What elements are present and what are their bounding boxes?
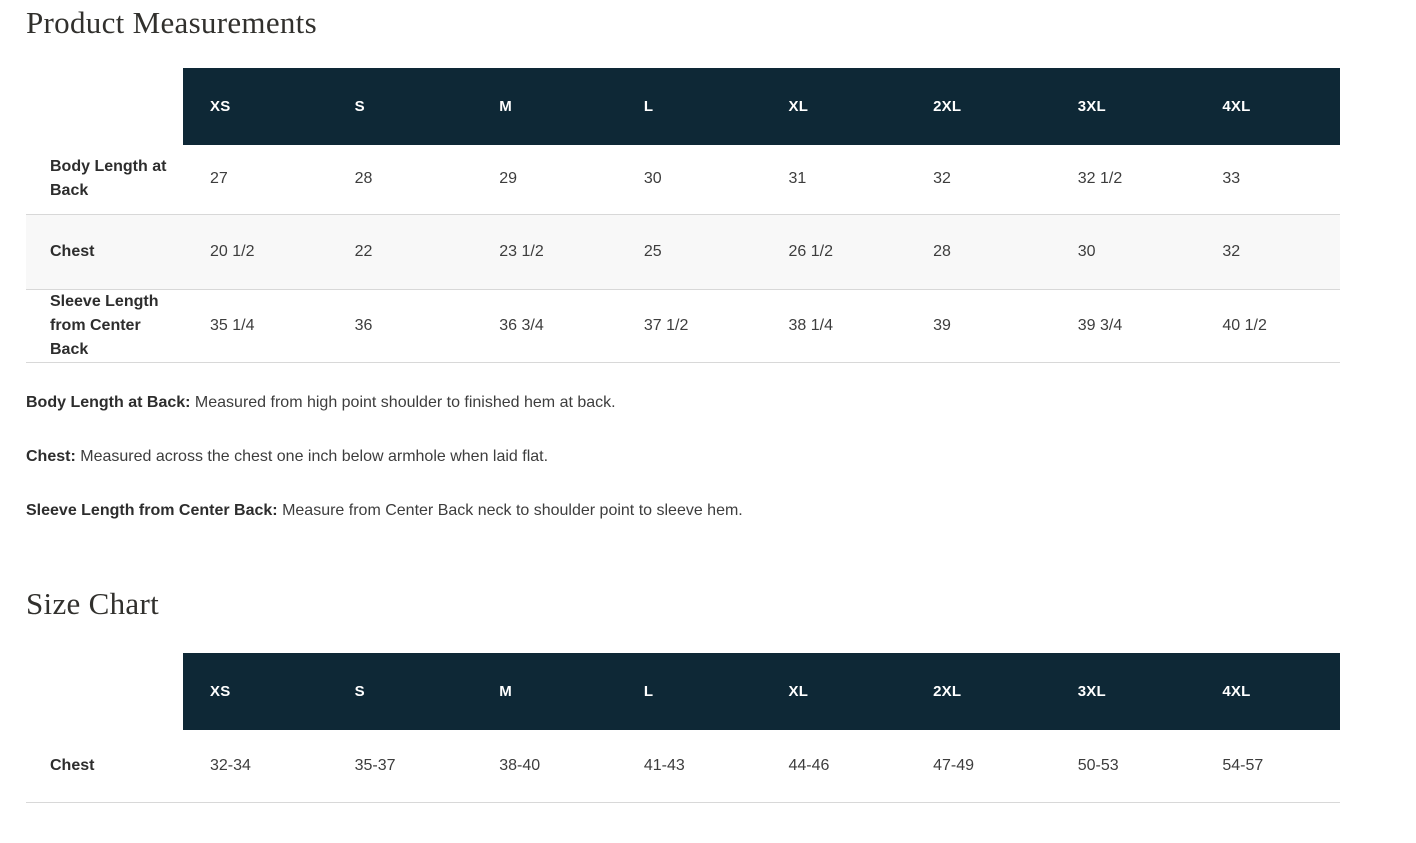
measurement-row: Sleeve Length from Center Back 35 1/4 36 36… — [26, 289, 1340, 362]
row-label: Body Length at Back — [50, 158, 167, 200]
header-spacer-cell — [26, 68, 183, 145]
measurement-value: 32 1/2 — [1077, 170, 1123, 188]
note-body-length-term: Body Length at Back: — [26, 393, 191, 411]
size-column-header: XL — [761, 652, 907, 730]
measurement-value: 40 1/2 — [1222, 316, 1267, 334]
row-label: Chest — [50, 756, 95, 774]
measurement-value: 50-53 — [1077, 756, 1119, 774]
size-chart-section: XS S M L XL 2XL 3XL 4XL Chest 32-34 35-37 38-40 41-4… — [26, 652, 1340, 804]
measurement-value: 26 1/2 — [788, 242, 833, 260]
size-column-header: M — [472, 652, 617, 730]
measurement-value: 37 1/2 — [643, 316, 689, 334]
size-column-header: S — [327, 68, 473, 145]
measurement-row: Body Length at Back 27 28 29 30 31 32 32 1/2 33 — [26, 145, 1340, 214]
measurement-value: 41-43 — [643, 756, 685, 774]
measurement-value: 36 — [354, 316, 373, 334]
note-chest: Chest: Measured across the chest one inc… — [26, 445, 1340, 469]
note-sleeve-length: Sleeve Length from Center Back: Measure … — [26, 499, 1340, 523]
note-body-length-definition: Measured from high point shoulder to fin… — [194, 393, 616, 411]
size-column-header: XL — [761, 68, 907, 145]
header-spacer-cell — [26, 653, 183, 730]
note-sleeve-length-definition: Measure from Center Back neck to shoulde… — [282, 501, 743, 519]
measurement-value: 38 1/4 — [788, 316, 833, 334]
size-column-header: M — [472, 68, 617, 145]
measurement-value: 33 — [1222, 170, 1241, 188]
measurement-value: 54-57 — [1222, 756, 1264, 774]
measurement-value: 23 1/2 — [499, 242, 544, 260]
measurement-value: 38-40 — [499, 756, 541, 774]
size-chart-table: XS S M L XL 2XL 3XL 4XL Chest 32-34 35-37 38-40 41-4… — [26, 652, 1340, 804]
size-header-row: XS S M L XL 2XL 3XL 4XL — [26, 652, 1340, 730]
measurement-value: 35-37 — [354, 756, 396, 774]
size-column-header: XS — [183, 652, 328, 730]
measurement-value: 36 3/4 — [499, 316, 544, 334]
product-measurements-table: XS S M L XL 2XL 3XL 4XL Body Length at Back 27 28 2… — [26, 68, 1340, 363]
measurement-value: 32-34 — [210, 756, 251, 774]
measurement-notes: Body Length at Back: Measured from high … — [26, 391, 1340, 523]
size-chart-title: Size Chart — [26, 585, 159, 621]
size-column-header: XS — [183, 68, 328, 145]
measurement-value: 39 3/4 — [1077, 316, 1123, 334]
measurement-value: 32 — [1222, 242, 1241, 260]
measurement-value: 20 1/2 — [210, 242, 255, 260]
measurement-value: 25 — [643, 242, 662, 260]
size-column-header: S — [327, 652, 473, 730]
row-label: Chest — [50, 242, 95, 260]
measurement-value: 27 — [210, 170, 228, 188]
measurement-row: Chest 20 1/2 22 23 1/2 25 26 1/2 28 30 32 — [26, 214, 1340, 289]
measurement-value: 28 — [354, 170, 373, 188]
measurement-value: 29 — [499, 170, 518, 188]
size-column-header: 3XL — [1050, 68, 1196, 145]
size-column-header: 2XL — [906, 68, 1051, 145]
size-column-header: L — [616, 68, 762, 145]
measurement-row: Chest 32-34 35-37 38-40 41-43 44-46 47-49 50-53… — [26, 729, 1340, 803]
size-column-header: 4XL — [1195, 68, 1340, 145]
measurement-value: 31 — [788, 170, 807, 188]
measurement-value: 39 — [933, 316, 951, 334]
note-chest-definition: Measured across the chest one inch below… — [80, 447, 549, 465]
note-body-length: Body Length at Back: Measured from high … — [26, 391, 1340, 415]
measurement-value: 35 1/4 — [210, 316, 255, 334]
measurement-value: 30 — [643, 170, 662, 188]
row-label: Sleeve Length from Center Back — [50, 292, 159, 358]
measurement-value: 28 — [933, 242, 951, 260]
size-column-header: 4XL — [1195, 652, 1340, 730]
measurement-value: 47-49 — [933, 756, 975, 774]
note-sleeve-length-term: Sleeve Length from Center Back: — [26, 501, 278, 519]
size-column-header: L — [616, 652, 762, 730]
measurement-value: 44-46 — [788, 756, 830, 774]
measurement-value: 32 — [933, 170, 951, 188]
size-column-header: 2XL — [906, 652, 1051, 730]
size-column-header: 3XL — [1050, 652, 1196, 730]
product-measurements-title: Product Measurements — [26, 5, 317, 40]
measurement-value: 22 — [354, 242, 373, 260]
note-chest-term: Chest: — [26, 447, 76, 465]
size-header-row: XS S M L XL 2XL 3XL 4XL — [26, 68, 1340, 145]
measurement-value: 30 — [1077, 242, 1096, 260]
